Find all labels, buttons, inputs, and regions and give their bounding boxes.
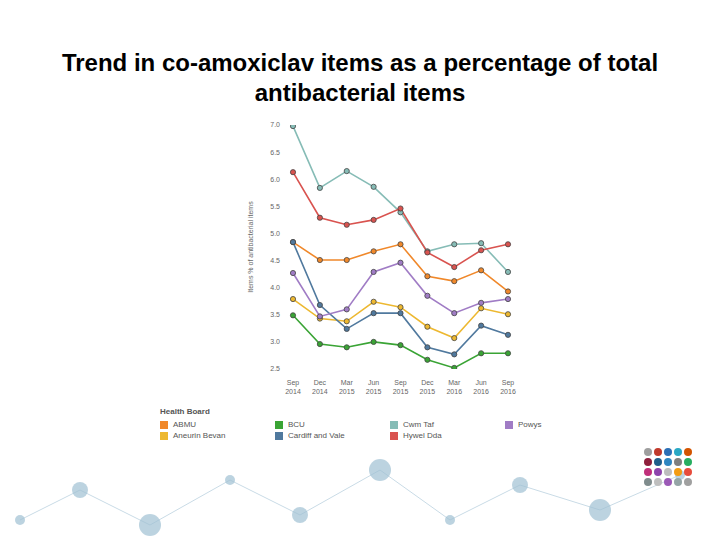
svg-text:5.5: 5.5	[270, 203, 280, 210]
svg-text:Dec2014: Dec2014	[312, 379, 328, 395]
svg-text:Dec2015: Dec2015	[420, 379, 436, 395]
svg-text:6.5: 6.5	[270, 149, 280, 156]
svg-text:4.0: 4.0	[270, 284, 280, 291]
html-text:Hywel Dda: Hywel Dda	[403, 431, 442, 440]
svg-text:4.5: 4.5	[270, 257, 280, 264]
svg-text:Sep2014: Sep2014	[285, 379, 301, 395]
html-text:Health Board: Health Board	[160, 407, 210, 416]
svg-text:Jun2015: Jun2015	[366, 379, 382, 395]
svg-text:7.0: 7.0	[270, 121, 280, 128]
svg-text:3.0: 3.0	[270, 338, 280, 345]
html-text:Trend in co-amoxiclav items as: Trend in co-amoxiclav items as a percent…	[61, 49, 659, 106]
svg-text:2.5: 2.5	[270, 365, 280, 372]
svg-text:Sep2015: Sep2015	[393, 379, 409, 395]
html-text:ABMU: ABMU	[173, 420, 197, 429]
svg-text:Mar2016: Mar2016	[446, 379, 462, 395]
svg-text:3.5: 3.5	[270, 311, 280, 318]
html-text:BCU: BCU	[288, 420, 305, 429]
html-text:Aneurin Bevan: Aneurin Bevan	[173, 431, 226, 440]
svg-text:Jun2016: Jun2016	[473, 379, 489, 395]
html-text:Powys: Powys	[518, 420, 542, 429]
svg-text:5.0: 5.0	[270, 230, 280, 237]
html-text:Cwm Taf: Cwm Taf	[403, 420, 434, 429]
svg-text:Sep2016: Sep2016	[500, 379, 516, 395]
svg-text:Items % of antibacterial items: Items % of antibacterial items	[247, 201, 254, 293]
svg-text:6.0: 6.0	[270, 176, 280, 183]
html-text:Cardiff and Vale: Cardiff and Vale	[288, 431, 345, 440]
svg-text:Mar2015: Mar2015	[339, 379, 355, 395]
